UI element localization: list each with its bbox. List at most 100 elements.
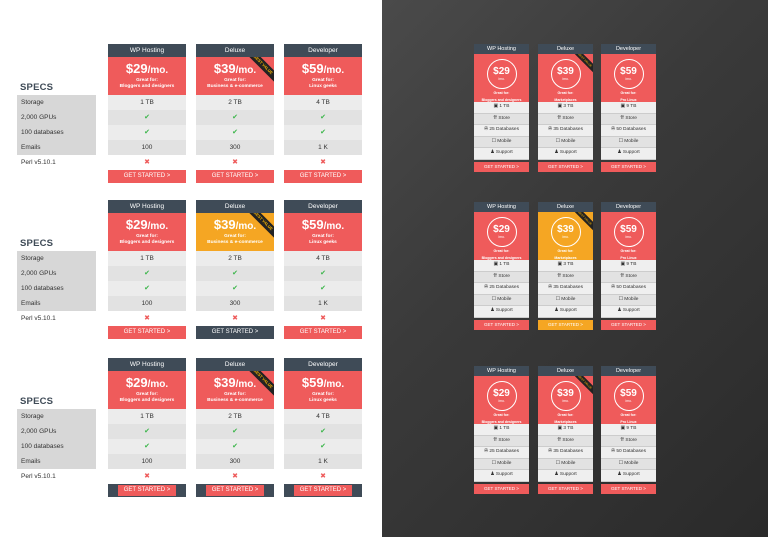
price-period: /mo. <box>562 77 569 81</box>
audience-label: Linux geeks <box>309 398 337 403</box>
spec-value: ✔ <box>284 125 362 140</box>
spec-value: ✔ <box>196 125 274 140</box>
audience-label: Business & e-commerce <box>207 240 263 245</box>
get-started-button[interactable]: GET STARTED > <box>474 483 529 494</box>
feature-row: ☐ Mobile <box>601 458 656 470</box>
spec-row: Storage 1 TB 2 TB 4 TB <box>17 251 365 266</box>
get-started-button[interactable]: GET STARTED > <box>601 483 656 494</box>
price-period: /mo. <box>625 399 632 403</box>
great-for-label: Great for: <box>493 413 510 417</box>
price-circle: $29/mo. <box>486 217 517 247</box>
price-amount: $59/mo. <box>284 57 362 78</box>
get-started-button[interactable]: GET STARTED > <box>474 319 529 330</box>
price-block: $39/mo. Great for: Business & e-commerce BE… <box>196 57 274 95</box>
spec-row: Emails 100 300 1 K <box>17 296 365 311</box>
feature-row: ✇ 25 Databases <box>474 125 529 137</box>
get-started-button[interactable]: GET STARTED > <box>196 326 274 339</box>
spec-value: ✖ <box>284 155 362 170</box>
spec-label: Perl v5.10.1 <box>17 155 96 170</box>
spec-value: 4 TB <box>284 95 362 110</box>
feature-row: ✇ 35 Databases <box>538 283 593 295</box>
spec-value: ✖ <box>108 155 186 170</box>
price-amount: $39/mo. <box>196 57 274 78</box>
specs-heading: SPECS <box>20 396 54 407</box>
spec-value: 2 TB <box>196 251 274 266</box>
check-icon: ✔ <box>144 270 150 277</box>
get-started-button[interactable]: GET STARTED > <box>538 161 593 172</box>
price-circle: $39/mo. <box>550 381 581 411</box>
price-amount: $59/mo. <box>284 371 362 392</box>
get-started-button[interactable]: GET STARTED > <box>284 484 362 497</box>
price-value: $39 <box>213 217 236 232</box>
spec-row: 2,000 GPUs ✔ ✔ ✔ <box>17 424 365 439</box>
plan-column-3: Developer $59/mo. Great for: Linux geeks <box>284 358 362 409</box>
get-started-button[interactable]: GET STARTED > <box>284 326 362 339</box>
spec-row: Perl v5.10.1 ✖ ✖ ✖ <box>17 469 365 484</box>
plan-name: Deluxe <box>538 366 593 376</box>
feature-row: ⇈ Store <box>538 271 593 283</box>
great-for-label: Great for: <box>493 249 510 253</box>
spec-value: ✔ <box>284 424 362 439</box>
price-block: $29/mo. Great for: Bloggers and designers <box>474 376 529 424</box>
price-block: $59/mo. Great for: Pro Linux <box>601 212 656 260</box>
great-for-label: Great for: <box>224 234 246 239</box>
price-value: $39 <box>557 224 574 235</box>
cross-icon: ✖ <box>232 315 238 322</box>
get-started-button[interactable]: GET STARTED > <box>284 170 362 183</box>
feature-row: ☐ Mobile <box>601 294 656 306</box>
spec-value-text: 300 <box>229 144 241 151</box>
spec-value-text: 300 <box>229 300 241 307</box>
spec-value-text: 2 TB <box>228 255 242 262</box>
plan-column-3: Developer $59/mo. Great for: Linux geeks <box>284 200 362 251</box>
get-started-button[interactable]: GET STARTED > <box>196 170 274 183</box>
price-period: /mo. <box>625 77 632 81</box>
spec-value: ✔ <box>284 439 362 454</box>
check-icon: ✔ <box>232 114 238 121</box>
price-block: $29/mo. Great for: Bloggers and designers <box>474 54 529 102</box>
get-started-button[interactable]: GET STARTED > <box>108 170 186 183</box>
check-icon: ✔ <box>144 285 150 292</box>
spec-value: ✖ <box>284 469 362 484</box>
spec-value: 1 TB <box>108 409 186 424</box>
price-period: /mo. <box>235 379 257 390</box>
get-started-button[interactable]: GET STARTED > <box>108 484 186 497</box>
spec-value-text: 2 TB <box>228 413 242 420</box>
spec-value-text: 1 TB <box>140 255 154 262</box>
spec-row: Storage 1 TB 2 TB 4 TB <box>17 409 365 424</box>
check-icon: ✔ <box>232 129 238 136</box>
get-started-button[interactable]: GET STARTED > <box>601 161 656 172</box>
get-started-button[interactable]: GET STARTED > <box>474 161 529 172</box>
price-amount: $29/mo. <box>108 371 186 392</box>
feature-row: ⇈ Store <box>601 113 656 125</box>
get-started-button[interactable]: GET STARTED > <box>196 484 274 497</box>
get-started-button[interactable]: GET STARTED > <box>538 483 593 494</box>
price-block: $39/mo. Great for: Marketplaces BEST VALUE <box>538 212 593 260</box>
price-block: $29/mo. Great for: Bloggers and designers <box>108 57 186 95</box>
great-for-label: Great for: <box>312 392 334 397</box>
spec-label: Storage <box>17 409 96 424</box>
spec-value: ✔ <box>108 125 186 140</box>
plan-name: Developer <box>601 202 656 212</box>
price-period: /mo. <box>562 399 569 403</box>
price-value: $39 <box>557 66 574 77</box>
great-for-label: Great for: <box>136 78 158 83</box>
spec-label: Emails <box>17 454 96 469</box>
pricing-table-3: WP Hosting $29/mo. Great for: Bloggers and … <box>17 358 365 508</box>
audience-label: Bloggers and designers <box>481 97 522 102</box>
pricing-card-3-1: WP Hosting $29/mo. Great for: Bloggers and … <box>474 366 529 494</box>
price-value: $39 <box>557 388 574 399</box>
get-started-button[interactable]: GET STARTED > <box>538 319 593 330</box>
price-block: $59/mo. Great for: Linux geeks <box>284 213 362 251</box>
check-icon: ✔ <box>320 428 326 435</box>
feature-row: ♟ Support <box>538 148 593 160</box>
price-value: $29 <box>125 61 148 76</box>
spec-value-text: 300 <box>229 458 241 465</box>
check-icon: ✔ <box>232 443 238 450</box>
get-started-button[interactable]: GET STARTED > <box>601 319 656 330</box>
get-started-button[interactable]: GET STARTED > <box>108 326 186 339</box>
feature-row: ☐ Mobile <box>474 136 529 148</box>
check-icon: ✔ <box>232 285 238 292</box>
plan-name: Developer <box>601 366 656 376</box>
feature-row: ♟ Support <box>538 470 593 482</box>
check-icon: ✔ <box>320 129 326 136</box>
